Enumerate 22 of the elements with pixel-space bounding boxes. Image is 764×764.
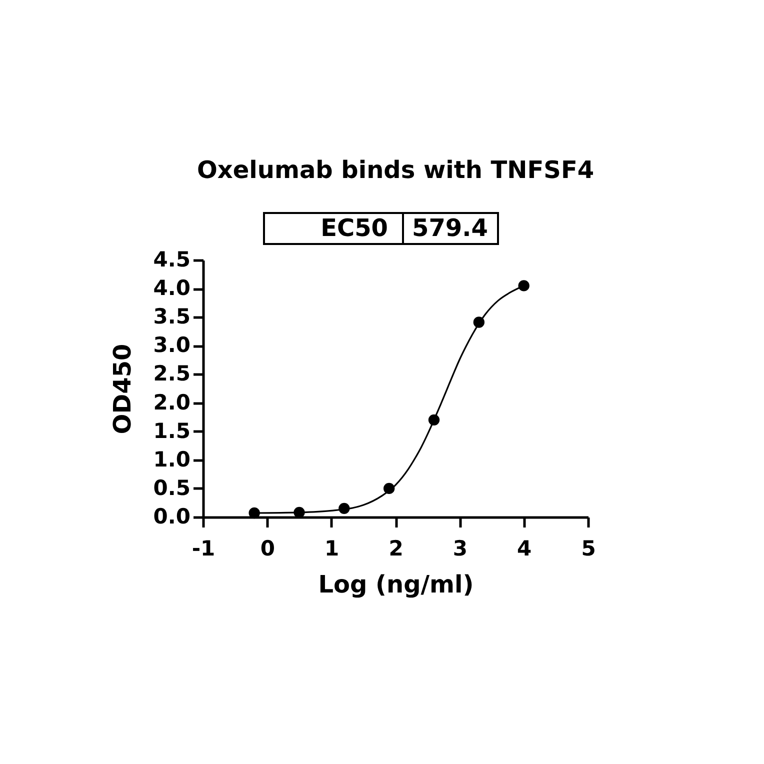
x-tick-label: 0 [260, 536, 275, 560]
y-tick-label: 4.0 [153, 276, 190, 300]
y-tick-label: 4.5 [153, 248, 190, 272]
point [518, 280, 530, 292]
y-tick-label: 2.0 [153, 390, 190, 414]
x-tick-label: 4 [517, 536, 532, 560]
x-tick-label: 2 [388, 536, 404, 560]
value-table: EC50 579.4 [263, 212, 499, 245]
y-axis-title: OD450 [108, 344, 136, 434]
y-tick-label: 3.0 [153, 333, 190, 358]
x-tick-label: 1 [324, 536, 340, 560]
y-tick-label: 0.5 [153, 476, 190, 500]
y-tick-label: 2.5 [153, 362, 190, 386]
x-tick-label: 3 [452, 536, 468, 560]
x-axis-title: Log (ng/ml) [318, 570, 474, 598]
y-tick-label: 1.5 [153, 418, 190, 443]
y-tick-label: 1.0 [153, 447, 190, 472]
y-tick-label: 3.5 [153, 304, 190, 329]
chart-title: Oxelumab binds with TNFSF4 [196, 156, 594, 184]
x-tick-label: 5 [581, 536, 596, 560]
y-tick-label: 0.0 [153, 504, 190, 528]
x-tick-label: -1 [192, 536, 216, 560]
